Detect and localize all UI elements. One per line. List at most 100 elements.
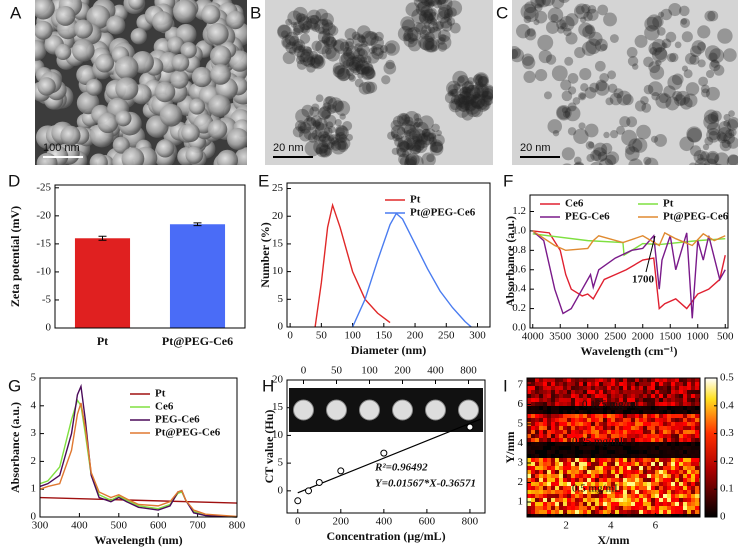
particle-grain: [395, 134, 403, 142]
heat-pixel: [607, 466, 611, 470]
fit-line: [297, 418, 481, 494]
heat-pixel: [627, 474, 631, 478]
heat-pixel: [691, 466, 695, 470]
heat-pixel: [591, 382, 595, 386]
heat-pixel: [587, 498, 591, 502]
heat-pixel: [527, 494, 531, 498]
heat-pixel: [651, 382, 655, 386]
heat-pixel: [671, 506, 675, 510]
heat-pixel: [535, 418, 539, 422]
heat-pixel: [675, 430, 679, 434]
particle-grain: [461, 108, 474, 121]
heat-pixel: [527, 462, 531, 466]
plot-frame: [286, 379, 486, 514]
heat-pixel: [683, 466, 687, 470]
heat-pixel: [659, 446, 663, 450]
particle-grain: [392, 133, 400, 142]
heat-pixel: [671, 458, 675, 462]
particle-grain: [319, 105, 332, 119]
heat-pixel: [603, 506, 607, 510]
particle-grain: [411, 8, 427, 24]
y-tick-label: 7: [518, 379, 524, 391]
particle-grain: [292, 6, 308, 22]
particle-grain: [405, 128, 421, 144]
particle-grain: [704, 158, 718, 165]
heat-pixel: [607, 490, 611, 494]
heat-pixel: [539, 470, 543, 474]
heat-pixel: [587, 510, 591, 514]
heat-pixel: [683, 486, 687, 490]
particle-grain: [444, 8, 454, 19]
heat-pixel: [607, 382, 611, 386]
heat-pixel: [655, 402, 659, 406]
particle-grain: [465, 84, 481, 100]
heat-pixel: [639, 398, 643, 402]
heat-pixel: [667, 466, 671, 470]
heat-pixel: [643, 454, 647, 458]
particle: [85, 79, 103, 96]
heat-pixel: [679, 426, 683, 430]
heat-pixel: [527, 506, 531, 510]
heat-pixel: [547, 466, 551, 470]
heat-pixel: [527, 466, 531, 470]
heat-pixel: [535, 378, 539, 382]
heat-pixel: [687, 426, 691, 430]
particle-grain: [319, 148, 328, 157]
heat-pixel: [539, 498, 543, 502]
particle-grain: [413, 22, 424, 33]
heat-pixel: [551, 478, 555, 482]
x-tick-label: 200: [333, 516, 350, 528]
heat-pixel: [619, 466, 623, 470]
heat-pixel: [691, 414, 695, 418]
particle-grain: [661, 42, 668, 49]
heat-pixel: [647, 390, 651, 394]
particle: [55, 43, 72, 61]
particle-grain: [672, 90, 683, 102]
particle-grain: [726, 154, 738, 165]
colorbar-tick-label: 0: [720, 511, 726, 523]
heat-pixel: [683, 498, 687, 502]
heat-pixel: [631, 390, 635, 394]
heat-pixel: [667, 474, 671, 478]
data-point: [466, 423, 474, 431]
particle-grain: [604, 170, 613, 179]
heat-pixel: [659, 454, 663, 458]
heat-pixel: [575, 418, 579, 422]
heat-pixel: [531, 422, 535, 426]
particle-grain: [326, 142, 335, 150]
heat-pixel: [667, 486, 671, 490]
heat-pixel: [567, 390, 571, 394]
heat-pixel: [567, 430, 571, 434]
particle-grain: [687, 127, 702, 143]
data-line: [39, 383, 238, 518]
heat-pixel: [547, 426, 551, 430]
top-tick-label: 800: [460, 365, 477, 377]
particle-grain: [365, 81, 378, 94]
particle-grain: [447, 90, 454, 97]
heat-pixel: [615, 470, 619, 474]
heat-pixel: [551, 382, 555, 386]
particle-grain: [315, 147, 323, 155]
particle-grain: [408, 38, 422, 52]
data-point: [315, 479, 323, 487]
particle-grain: [666, 53, 677, 63]
heat-pixel: [607, 414, 611, 418]
heat-pixel: [615, 498, 619, 502]
heat-pixel: [635, 430, 639, 434]
heat-pixel: [535, 490, 539, 494]
heat-pixel: [671, 414, 675, 418]
y-tick-label: 0: [278, 321, 284, 333]
heat-pixel: [535, 402, 539, 406]
heat-pixel: [651, 462, 655, 466]
heat-pixel: [615, 434, 619, 438]
particle-grain: [421, 152, 436, 165]
heat-pixel: [651, 494, 655, 498]
particle-grain: [683, 93, 698, 108]
heat-pixel: [627, 378, 631, 382]
particle-grain: [684, 53, 697, 65]
particle-grain: [317, 30, 331, 44]
particle-grain: [409, 155, 424, 165]
heat-pixel: [679, 482, 683, 486]
heat-pixel: [671, 402, 675, 406]
heat-pixel: [539, 390, 543, 394]
